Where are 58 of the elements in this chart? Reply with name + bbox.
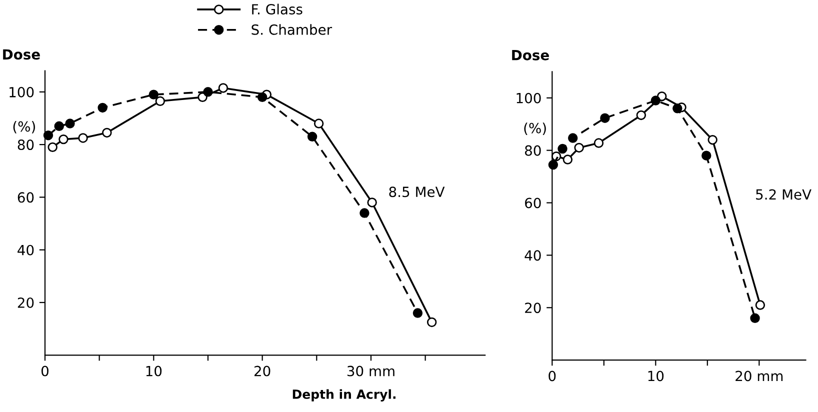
point xyxy=(78,133,88,143)
point xyxy=(155,96,166,106)
point xyxy=(314,118,324,128)
x-tick-label: 10 xyxy=(648,370,664,382)
point xyxy=(102,128,112,138)
point xyxy=(600,113,610,123)
y-axis-title: Dose xyxy=(512,50,549,60)
point xyxy=(48,142,58,152)
y-tick-label: 20 xyxy=(18,297,34,308)
point xyxy=(650,96,661,106)
y-axis-title: Dose xyxy=(3,49,40,60)
point xyxy=(594,138,604,148)
y-tick-label: 100 xyxy=(10,86,34,98)
x-tick-label: 30 mm xyxy=(347,366,394,376)
text: (%) xyxy=(524,122,546,136)
legend-label: F. Glass xyxy=(252,4,302,15)
x-axis-title: Depth in Acryl. xyxy=(292,389,396,402)
x-tick-label: 0 xyxy=(548,370,556,382)
y-tick-label: 40 xyxy=(18,244,34,256)
y-tick-label: 80 xyxy=(18,140,34,150)
y-tick-label: 40 xyxy=(524,250,541,261)
x-tick-label: 0 xyxy=(41,366,48,376)
point xyxy=(307,132,318,142)
annotation: 5.2 MeV xyxy=(756,189,812,200)
point xyxy=(636,110,646,120)
point xyxy=(672,104,682,114)
legend-label: S. Chamber xyxy=(252,24,332,35)
annotation: 8.5 MeV xyxy=(389,186,445,198)
y-tick-label: 80 xyxy=(525,145,541,156)
point xyxy=(367,198,377,208)
point xyxy=(43,130,54,140)
y-tick-label: 60 xyxy=(525,198,541,208)
point xyxy=(148,90,159,100)
point xyxy=(750,313,760,323)
y-tick-label: 60 xyxy=(18,192,34,203)
point xyxy=(360,208,370,218)
point xyxy=(426,317,437,328)
x-tick-label: 10 xyxy=(146,366,162,376)
x-tick-label: 20 xyxy=(254,366,270,376)
point xyxy=(58,134,68,144)
point xyxy=(568,133,578,143)
y-tick-label: 100 xyxy=(516,92,541,104)
point xyxy=(708,134,718,145)
point xyxy=(218,83,228,93)
x-tick-label: 20 mm xyxy=(736,370,783,382)
point xyxy=(65,118,75,128)
point xyxy=(755,300,766,310)
point xyxy=(574,142,584,153)
point xyxy=(98,102,108,113)
y-tick-label: 20 xyxy=(525,302,541,314)
point xyxy=(412,308,423,318)
point xyxy=(257,92,268,102)
text: (%) xyxy=(13,121,35,134)
point xyxy=(702,150,712,160)
point xyxy=(562,154,573,164)
point xyxy=(54,121,64,131)
point xyxy=(558,144,568,154)
point xyxy=(203,87,213,97)
